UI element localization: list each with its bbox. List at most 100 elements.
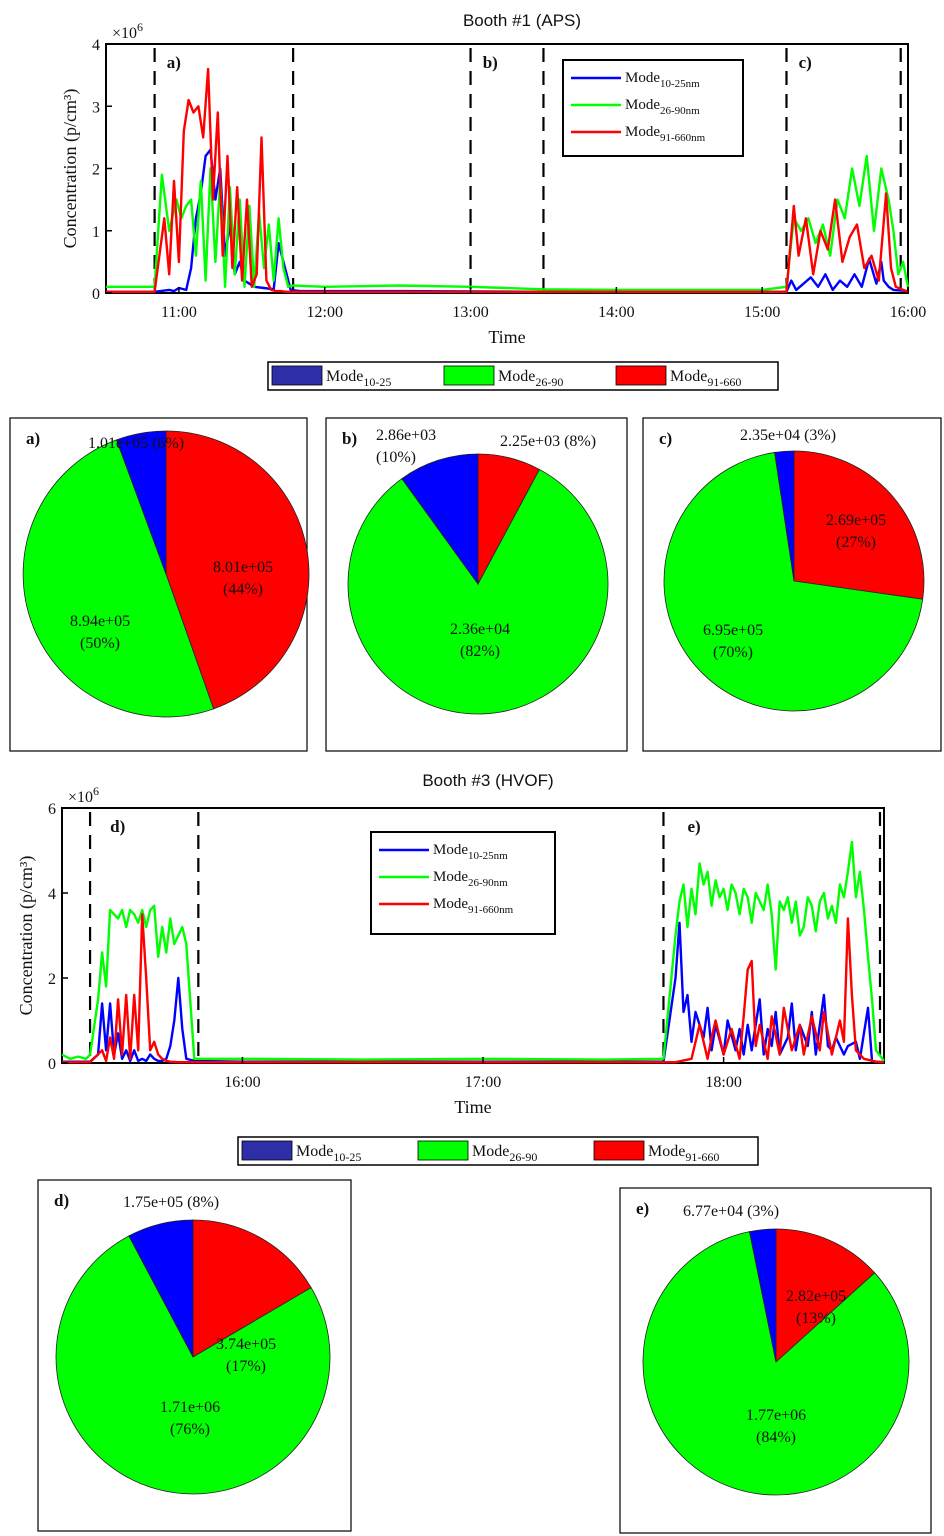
panel-label: b) bbox=[342, 429, 357, 448]
slice-value: 2.86e+03 bbox=[376, 427, 436, 444]
y-tick-label: 4 bbox=[92, 37, 100, 54]
x-axis-label: Time bbox=[454, 1097, 491, 1117]
slice-label: 1.75e+05 (8%) bbox=[123, 1194, 219, 1211]
pie-panel-3: c) 2.35e+04 (3%) 2.69e+05 (27%) 6.95e+05 (70%… bbox=[642, 417, 942, 752]
y-axis-label: Concentration (p/cm³) bbox=[60, 89, 81, 249]
slice-value: 6.95e+05 bbox=[703, 622, 763, 639]
slice-value: 2.69e+05 bbox=[826, 512, 886, 529]
slice-label: 2.35e+04 (3%) bbox=[740, 427, 836, 444]
pie-slice-blue bbox=[774, 450, 795, 582]
period-label: c) bbox=[799, 53, 812, 72]
slice-value: 8.94e+05 bbox=[70, 613, 130, 630]
line-chart-4: Booth #3 (HVOF) d) e) 0 2 4 6 ×106 16:00 17:00 18:… bbox=[16, 771, 885, 1117]
slice-percent: (82%) bbox=[460, 643, 500, 660]
slice-percent: (17%) bbox=[226, 1358, 266, 1375]
legend-entry: Mode26-90 bbox=[472, 1143, 537, 1164]
pie-slice-red bbox=[192, 1219, 312, 1358]
x-tick-label: 16:00 bbox=[224, 1074, 260, 1091]
chart-title: Booth #1 (APS) bbox=[463, 11, 581, 30]
pie-slice-green bbox=[642, 1231, 910, 1496]
legend: Mode10-25nm Mode26-90nm Mode91-660nm bbox=[562, 59, 744, 157]
legend-entry: Mode26-90 bbox=[498, 368, 563, 389]
panel-label: e) bbox=[636, 1199, 649, 1218]
x-axis-label: Time bbox=[488, 327, 525, 347]
series-line-26-90nm bbox=[106, 154, 910, 292]
x-tick-label: 13:00 bbox=[452, 304, 488, 321]
slice-percent: (27%) bbox=[836, 534, 876, 551]
line-chart-0: Booth #1 (APS) a) b) c) 0 1 2 3 4 ×106 11:00 12:00 1… bbox=[60, 11, 926, 347]
panel-label: a) bbox=[26, 429, 40, 448]
slice-percent: (84%) bbox=[756, 1429, 796, 1446]
period-label: a) bbox=[167, 53, 181, 72]
y-multiplier: ×106 bbox=[68, 784, 99, 806]
legend-swatch bbox=[443, 365, 495, 386]
period-label: d) bbox=[110, 817, 125, 836]
slice-label: 2.25e+03 (8%) bbox=[500, 433, 596, 450]
legend-entry: Mode91-660nm bbox=[433, 896, 514, 916]
x-tick-label: 18:00 bbox=[705, 1074, 741, 1091]
pie-slice-red bbox=[775, 1228, 876, 1363]
slice-value: 1.71e+06 bbox=[160, 1399, 220, 1416]
period-label: b) bbox=[483, 53, 498, 72]
chart-title: Booth #3 (HVOF) bbox=[422, 771, 553, 790]
slice-percent: (13%) bbox=[796, 1310, 836, 1327]
pie-legend: Mode10-25 Mode26-90 Mode91-660 bbox=[267, 361, 779, 391]
series-line-91-660nm bbox=[62, 913, 885, 1064]
slice-value: 1.77e+06 bbox=[746, 1407, 806, 1424]
pie-panel-1: a) 1.01e+05 (6%) 8.01e+05 (44%) 8.94e+05 (50%… bbox=[9, 417, 310, 752]
pie-slice-red bbox=[165, 430, 310, 710]
x-tick-label: 11:00 bbox=[161, 304, 197, 321]
legend-entry: Mode26-90nm bbox=[625, 97, 700, 117]
x-tick-label: 16:00 bbox=[890, 304, 926, 321]
pie-slice-blue bbox=[116, 430, 167, 575]
legend-entry: Mode91-660 bbox=[648, 1143, 719, 1164]
legend-swatch bbox=[241, 1140, 293, 1161]
series-line-91-660nm bbox=[106, 67, 909, 293]
slice-percent: (50%) bbox=[80, 635, 120, 652]
y-tick-label: 3 bbox=[92, 99, 100, 116]
pie-slice-green bbox=[663, 451, 924, 712]
panel-label: d) bbox=[54, 1191, 69, 1210]
legend: Mode10-25nm Mode26-90nm Mode91-660nm bbox=[370, 831, 556, 935]
slice-percent: (44%) bbox=[223, 581, 263, 598]
slice-percent: (76%) bbox=[170, 1421, 210, 1438]
slice-label: 6.77e+04 (3%) bbox=[683, 1203, 779, 1220]
series-line-26-90nm bbox=[61, 840, 885, 1062]
slice-value: 2.82e+05 bbox=[786, 1288, 846, 1305]
slice-percent: (70%) bbox=[713, 644, 753, 661]
slice-percent: (10%) bbox=[376, 449, 416, 466]
pie-slice-blue bbox=[749, 1228, 777, 1363]
pie-panel-5: d) 1.75e+05 (8%) 3.74e+05 (17%) 1.71e+06 (76%… bbox=[37, 1179, 352, 1532]
pie-slice-green bbox=[22, 439, 215, 718]
y-tick-label: 0 bbox=[92, 286, 100, 303]
pie-slice-blue bbox=[128, 1219, 194, 1358]
slice-label: 1.01e+05 (6%) bbox=[88, 435, 184, 452]
legend-entry: Mode10-25 bbox=[326, 368, 391, 389]
legend-entry: Mode91-660nm bbox=[625, 124, 706, 144]
y-tick-label: 1 bbox=[92, 224, 100, 241]
x-tick-label: 14:00 bbox=[598, 304, 634, 321]
slice-value: 3.74e+05 bbox=[216, 1336, 276, 1353]
pie-legend: Mode10-25 Mode26-90 Mode91-660 bbox=[237, 1136, 759, 1166]
legend-entry: Mode91-660 bbox=[670, 368, 741, 389]
x-tick-label: 12:00 bbox=[307, 304, 343, 321]
panel-label: c) bbox=[659, 429, 672, 448]
y-tick-label: 2 bbox=[48, 971, 56, 988]
legend-swatch bbox=[615, 365, 667, 386]
legend-swatch bbox=[417, 1140, 469, 1161]
legend-entry: Mode10-25nm bbox=[625, 70, 700, 90]
legend-entry: Mode10-25nm bbox=[433, 842, 508, 862]
y-tick-label: 6 bbox=[48, 801, 56, 818]
x-tick-label: 17:00 bbox=[465, 1074, 501, 1091]
pie-panel-6: e) 6.77e+04 (3%) 2.82e+05 (13%) 1.77e+06 (84%… bbox=[619, 1187, 932, 1534]
y-multiplier: ×106 bbox=[112, 20, 143, 42]
y-axis-label: Concentration (p/cm³) bbox=[16, 856, 37, 1016]
legend-entry: Mode26-90nm bbox=[433, 869, 508, 889]
pie-panel-2: b) 2.86e+03 (10%) 2.25e+03 (8%) 2.36e+04 (82%… bbox=[325, 417, 628, 752]
slice-value: 2.36e+04 bbox=[450, 621, 510, 638]
pie-slice-green bbox=[55, 1235, 331, 1495]
pie-slice-green bbox=[347, 468, 609, 715]
period-label: e) bbox=[688, 817, 701, 836]
y-tick-label: 2 bbox=[92, 162, 100, 179]
legend-entry: Mode10-25 bbox=[296, 1143, 361, 1164]
